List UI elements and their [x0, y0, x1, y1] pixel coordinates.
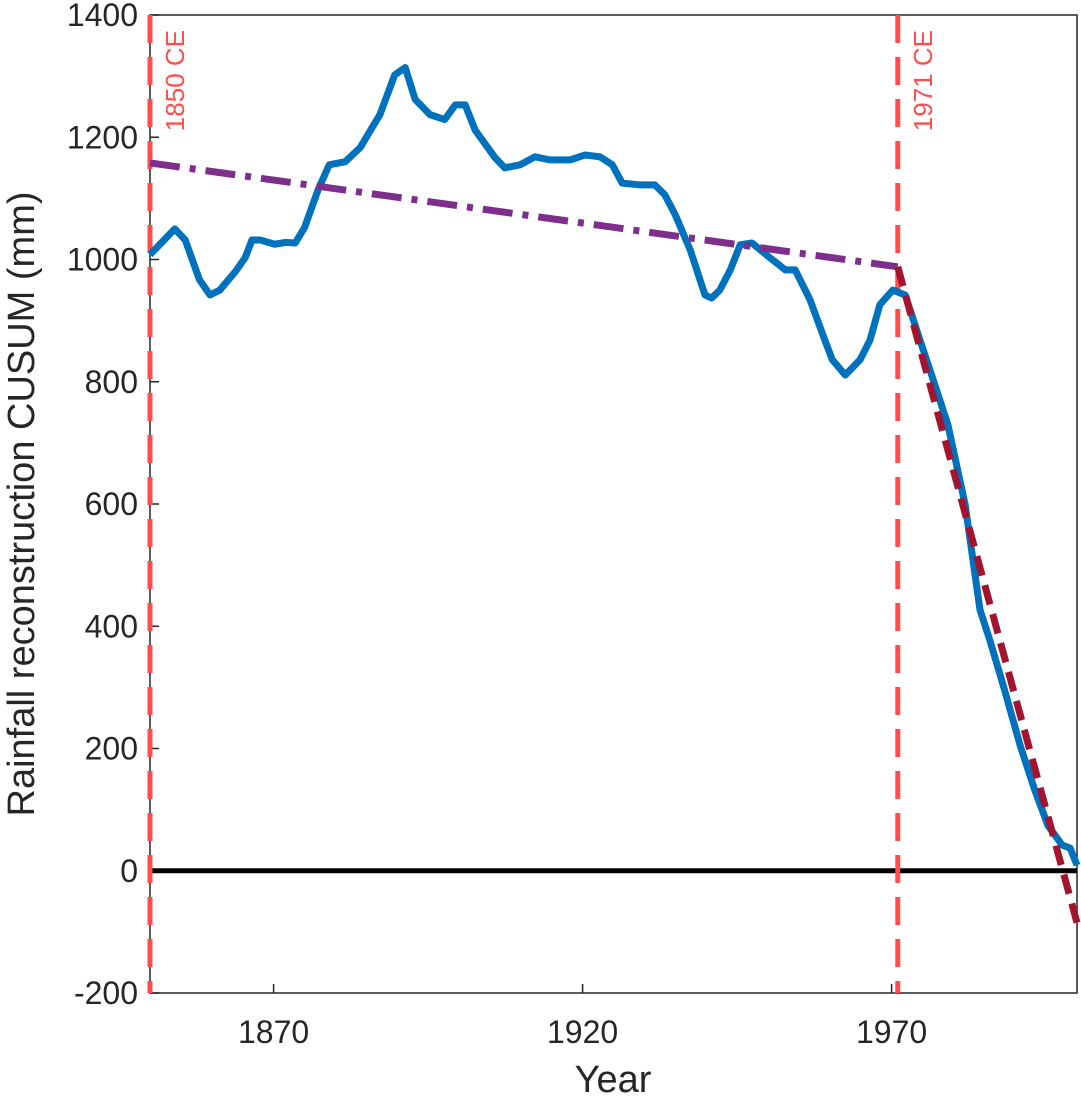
y-tick-label: 200: [85, 731, 138, 767]
y-tick-label: 1200: [67, 119, 138, 155]
reference-label: 1850 CE: [160, 30, 190, 131]
x-tick-label: 1870: [238, 1014, 309, 1050]
y-tick-label: 600: [85, 486, 138, 522]
x-tick-label: 1920: [547, 1014, 618, 1050]
y-tick-label: -200: [74, 975, 138, 1011]
y-tick-label: 0: [120, 853, 138, 889]
x-tick-label: 1970: [856, 1014, 927, 1050]
y-tick-label: 800: [85, 364, 138, 400]
series-line: [147, 64, 1081, 867]
x-axis-label: Year: [575, 1059, 652, 1097]
y-tick-label: 1400: [67, 0, 138, 33]
y-tick-label: 1000: [67, 242, 138, 278]
y-tick-label: 400: [85, 608, 138, 644]
series-line: [149, 159, 899, 271]
series-line: [894, 265, 1081, 924]
y-axis-label: Rainfall reconstruction CUSUM (mm): [1, 191, 43, 816]
reference-label: 1971 CE: [908, 30, 938, 131]
